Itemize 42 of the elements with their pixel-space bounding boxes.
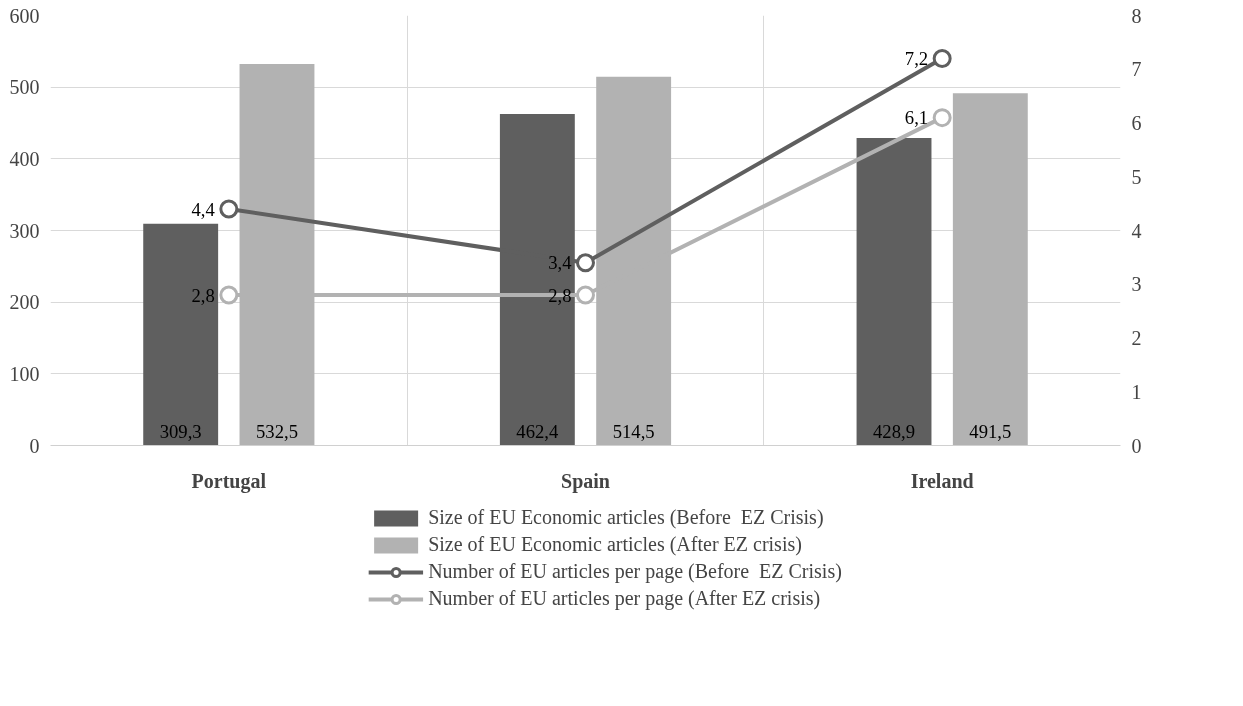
x-tick-label: Portugal [191,469,267,493]
x-tick-label: Spain [561,469,610,493]
point [219,199,239,219]
point [219,285,239,305]
data-label: 428,9 [873,420,916,442]
data-label: 4,4 [191,198,216,220]
point [576,253,595,273]
y2-tick-label: 7 [1131,58,1142,81]
y-tick-label: 100 [9,362,40,385]
y2-tick-label: 2 [1131,327,1142,349]
y2-tick-label: 8 [1131,4,1142,27]
bar [143,223,219,446]
y-tick-label: 0 [29,434,40,457]
data-label: 491,5 [969,420,1012,442]
y2-tick-label: 4 [1131,219,1142,242]
data-label: 3,4 [548,252,573,274]
y-tick-label: 200 [9,291,40,314]
data-label: 532,5 [256,420,298,442]
x-tick-label: Ireland [910,469,974,492]
y2-tick-label: 1 [1131,380,1142,403]
legend-label: Size of EU Economic articles (After EZ crisis) [428,533,802,556]
legend-label: Size of EU Economic articles (Before EZ Crisis) [428,506,824,529]
data-label: 6,1 [904,107,929,129]
point [932,49,952,68]
y-tick-label: 400 [9,147,40,170]
y2-tick-label: 6 [1131,112,1142,134]
legend-label: Number of EU articles per page (Before EZ Crisis) [428,560,842,583]
y2-tick-label: 0 [1131,434,1142,457]
data-label: 462,4 [516,420,560,442]
bar [856,138,932,446]
data-label: 514,5 [612,420,655,442]
data-label: 7,2 [904,48,929,69]
data-label: 309,3 [159,420,202,442]
point [932,108,952,128]
data-label: 2,8 [191,284,215,306]
y-tick-label: 600 [9,4,40,27]
y2-tick-label: 3 [1131,273,1142,296]
y-tick-label: 500 [9,76,40,99]
y2-tick-label: 5 [1131,165,1142,188]
y-tick-label: 300 [9,219,40,242]
point [576,285,595,305]
legend-label: Number of EU articles per page (After EZ crisis) [428,587,821,610]
